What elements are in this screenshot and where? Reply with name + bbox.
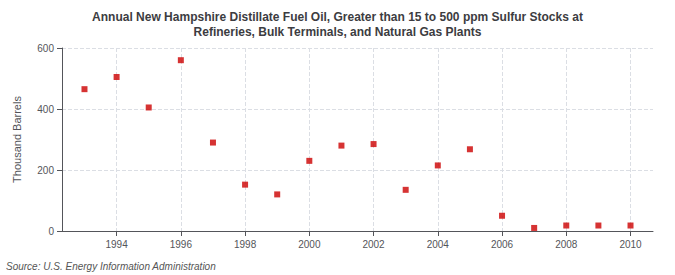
- svg-text:Refineries, Bulk Terminals, an: Refineries, Bulk Terminals, and Natural …: [194, 25, 482, 39]
- svg-text:600: 600: [37, 43, 54, 54]
- svg-text:0: 0: [48, 226, 54, 237]
- svg-text:2008: 2008: [555, 239, 578, 250]
- svg-text:2002: 2002: [362, 239, 385, 250]
- svg-text:2006: 2006: [491, 239, 514, 250]
- svg-text:1998: 1998: [234, 239, 257, 250]
- svg-text:2000: 2000: [298, 239, 321, 250]
- svg-text:200: 200: [37, 165, 54, 176]
- svg-text:2010: 2010: [619, 239, 642, 250]
- svg-text:1994: 1994: [105, 239, 128, 250]
- svg-text:400: 400: [37, 104, 54, 115]
- svg-text:Thousand Barrels: Thousand Barrels: [11, 96, 23, 183]
- svg-text:Annual New Hampshire Distillat: Annual New Hampshire Distillate Fuel Oil…: [92, 10, 583, 24]
- svg-text:1996: 1996: [170, 239, 193, 250]
- svg-text:Source: U.S. Energy Informatio: Source: U.S. Energy Information Administ…: [6, 261, 216, 272]
- svg-text:2004: 2004: [427, 239, 450, 250]
